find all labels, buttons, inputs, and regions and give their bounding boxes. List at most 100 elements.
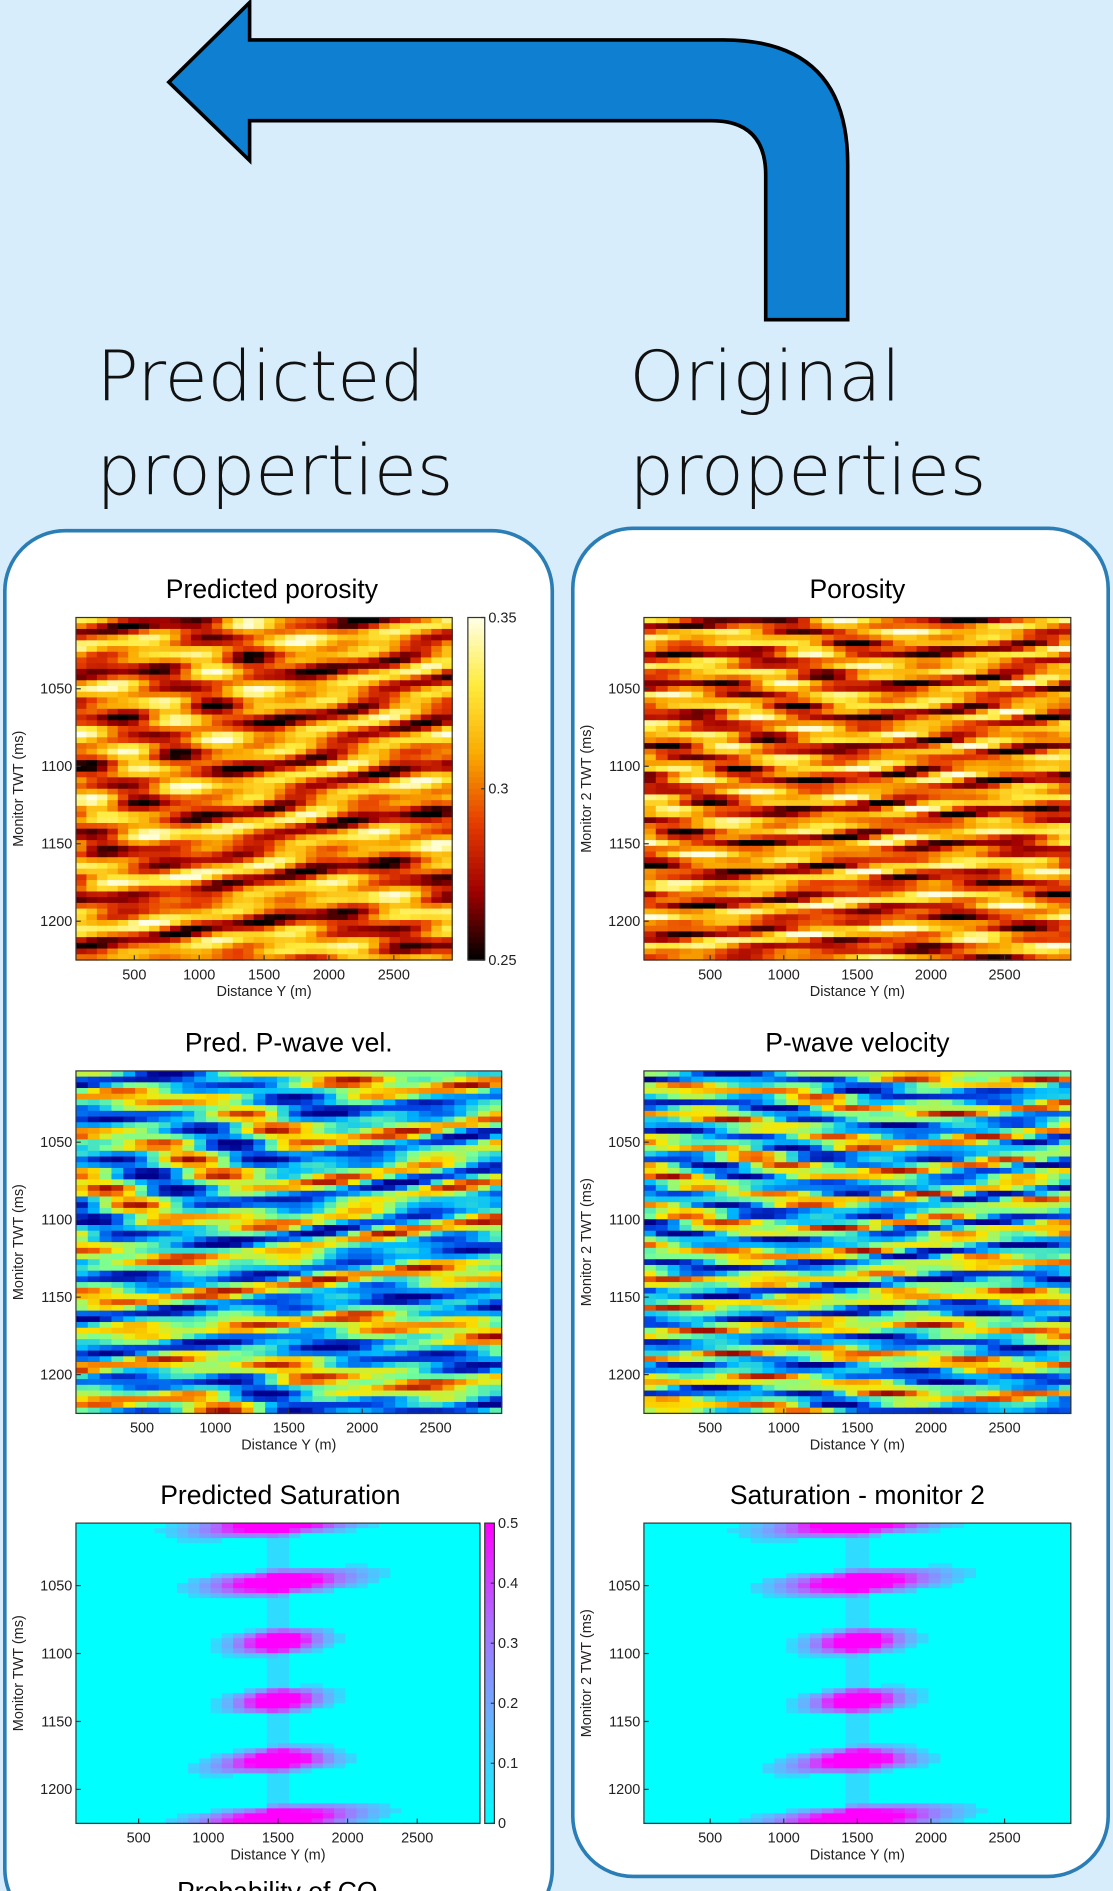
heatmap-cell (230, 1305, 243, 1311)
heatmap-cell (316, 640, 327, 646)
heatmap-cell (76, 772, 87, 778)
heatmap-cell (132, 1543, 144, 1549)
heatmap-cell (265, 1071, 278, 1077)
heatmap-cell (171, 1265, 184, 1271)
heatmap-cell (230, 1328, 243, 1334)
heatmap-cell (253, 1162, 266, 1168)
heatmap-cell (222, 846, 233, 852)
heatmap-cell (107, 715, 118, 721)
y-tick-label: 1050 (40, 682, 72, 698)
heatmap-cell (123, 1214, 136, 1220)
heatmap-cell (123, 1379, 136, 1385)
heatmap-cell (256, 1573, 268, 1579)
heatmap-cell (128, 772, 139, 778)
heatmap-cell (170, 657, 181, 663)
heatmap-cell (301, 1316, 314, 1322)
heatmap-cell (358, 931, 369, 937)
heatmap-cell (166, 1588, 178, 1594)
heatmap-cell (194, 1345, 207, 1351)
heatmap-cell (348, 663, 359, 669)
heatmap-cell (230, 1202, 243, 1208)
heatmap-cell (490, 1356, 503, 1362)
heatmap-cell (442, 754, 453, 760)
heatmap-cell (201, 703, 212, 709)
heatmap-cell (107, 926, 118, 932)
heatmap-cell (135, 1174, 148, 1180)
heatmap-cell (242, 1322, 255, 1328)
heatmap-cell (301, 1088, 314, 1094)
heatmap-cell (149, 657, 160, 663)
heatmap-cell (100, 1362, 113, 1368)
heatmap-cell (242, 1157, 255, 1163)
heatmap-cell (490, 1117, 503, 1123)
heatmap-cell (446, 1543, 458, 1549)
heatmap-cell (277, 1391, 290, 1397)
heatmap-cell (88, 1254, 101, 1260)
heatmap-cell (118, 949, 129, 955)
heatmap-cell (98, 1598, 110, 1604)
heatmap-cell (265, 1202, 278, 1208)
heatmap-cell (490, 1157, 503, 1163)
heatmap-cell (275, 817, 286, 823)
heatmap-cell (360, 1077, 373, 1083)
heatmap-cell (442, 657, 453, 663)
heatmap-cell (327, 817, 338, 823)
heatmap-cell (379, 840, 390, 846)
heatmap-cell (360, 1208, 373, 1214)
heatmap-cell (121, 1563, 133, 1569)
heatmap-cell (372, 1265, 385, 1271)
heatmap-cell (149, 618, 160, 624)
heatmap-cell (201, 692, 212, 698)
heatmap-cell (233, 937, 244, 943)
heatmap-cell (88, 1202, 101, 1208)
heatmap-cell (466, 1271, 479, 1277)
colorbar-cell (468, 829, 485, 835)
heatmap-cell (316, 812, 327, 818)
heatmap-cell (443, 1111, 456, 1117)
heatmap-cell (194, 1168, 207, 1174)
heatmap-cell (147, 1082, 160, 1088)
heatmap-cell (289, 1179, 302, 1185)
heatmap-cell (337, 646, 348, 652)
heatmap-cell (76, 657, 87, 663)
heatmap-cell (265, 1385, 278, 1391)
heatmap-cell (383, 1368, 396, 1374)
heatmap-cell (301, 1179, 314, 1185)
heatmap-cell (407, 1168, 420, 1174)
heatmap-cell (194, 1259, 207, 1265)
heatmap-cell (407, 1179, 420, 1185)
heatmap-cell (135, 1185, 148, 1191)
heatmap-cell (383, 1219, 396, 1225)
heatmap-cell (300, 1583, 312, 1589)
heatmap-cell (201, 817, 212, 823)
heatmap-cell (490, 1236, 503, 1242)
heatmap-cell (372, 1117, 385, 1123)
heatmap-cell (253, 1322, 266, 1328)
heatmap-cell (191, 623, 202, 629)
heatmap-cell (218, 1179, 231, 1185)
heatmap-cell (285, 931, 296, 937)
heatmap-cell (194, 1191, 207, 1197)
heatmap-cell (233, 926, 244, 932)
heatmap-cell (212, 817, 223, 823)
heatmap-cell (139, 863, 150, 869)
heatmap-cell (222, 1593, 234, 1599)
heatmap-cell (107, 874, 118, 880)
heatmap-cell (360, 1385, 373, 1391)
heatmap-cell (372, 1077, 385, 1083)
heatmap-cell (337, 652, 348, 658)
heatmap-cell (242, 1179, 255, 1185)
heatmap-cell (442, 920, 453, 926)
heatmap-cell (358, 743, 369, 749)
heatmap-cell (490, 1111, 503, 1117)
heatmap-cell (191, 891, 202, 897)
heatmap-cell (275, 806, 286, 812)
heatmap-cell (431, 720, 442, 726)
heatmap-cell (469, 1588, 481, 1594)
heatmap-cell (139, 623, 150, 629)
heatmap-cell (171, 1071, 184, 1077)
heatmap-cell (442, 686, 453, 692)
heatmap-cell (301, 1168, 314, 1174)
heatmap-cell (139, 760, 150, 766)
heatmap-cell (389, 720, 400, 726)
